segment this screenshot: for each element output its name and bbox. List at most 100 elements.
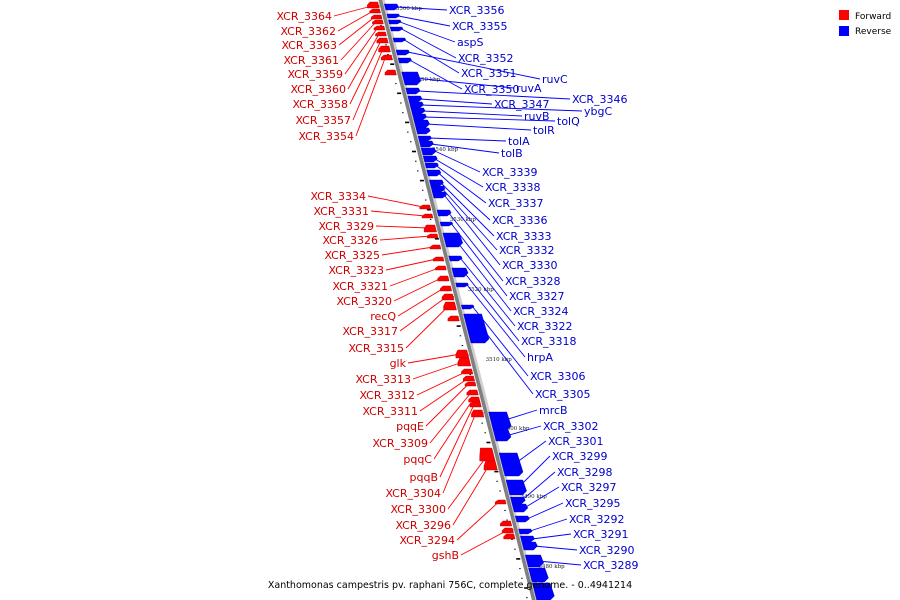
reverse-leader-line (463, 271, 520, 342)
legend-swatch-forward (839, 10, 849, 20)
forward-leader-line (412, 361, 464, 380)
forward-gene-label: XCR_3304 (385, 487, 441, 500)
reverse-leader-line (442, 188, 498, 251)
backbone-shadow (379, 0, 539, 600)
reverse-gene-block (528, 567, 549, 583)
forward-gene-label: XCR_3325 (324, 249, 380, 262)
reverse-gene-block (412, 113, 427, 121)
reverse-gene-label: XCR_3346 (572, 93, 628, 106)
reverse-leader-line (505, 425, 542, 437)
reverse-gene-block (429, 179, 444, 187)
forward-gene-block (500, 520, 513, 527)
tick-label: 3510 kbp (486, 357, 513, 363)
forward-leader-line (452, 464, 490, 526)
forward-gene-label: XCR_3358 (292, 98, 348, 111)
forward-gene-block (455, 349, 470, 359)
reverse-gene-label: XCR_3347 (494, 98, 550, 111)
reverse-leader-line (466, 284, 526, 358)
forward-gene-block (469, 401, 482, 408)
reverse-gene-label: ruvB (524, 110, 550, 123)
reverse-leader-line (432, 149, 481, 173)
reverse-gene-block (401, 71, 422, 86)
reverse-gene-label: XCR_3292 (569, 513, 625, 526)
reverse-leader-line (451, 223, 508, 297)
forward-gene-block (479, 447, 496, 462)
forward-gene-block (421, 213, 434, 219)
reverse-leader-line (431, 143, 500, 154)
forward-gene-label: XCR_3364 (276, 10, 332, 23)
forward-gene-label: XCR_3357 (295, 114, 351, 127)
forward-gene-label: pqqE (396, 420, 424, 433)
tick-label: 3490 kbp (521, 494, 548, 500)
reverse-gene-block (455, 282, 469, 288)
forward-gene-block (375, 31, 387, 37)
forward-leader-line (456, 501, 499, 541)
forward-leader-line (338, 16, 375, 46)
reverse-gene-block (498, 452, 524, 477)
forward-gene-block (429, 244, 442, 250)
reverse-gene-block (409, 101, 424, 109)
reverse-gene-label: XCR_3328 (505, 275, 561, 288)
reverse-gene-block (407, 95, 423, 103)
forward-gene-label: glk (390, 357, 407, 370)
forward-gene-block (423, 224, 437, 233)
forward-leader-line (419, 378, 468, 412)
forward-leader-line (381, 246, 434, 256)
forward-gene-label: XCR_3354 (298, 130, 354, 143)
forward-leader-line (333, 5, 372, 17)
forward-gene-label: XCR_3320 (336, 295, 392, 308)
reverse-gene-block (436, 209, 452, 217)
reverse-gene-label: XCR_3332 (499, 244, 555, 257)
forward-leader-line (370, 210, 426, 217)
reverse-genes (384, 3, 555, 600)
reverse-leader-line (443, 194, 501, 266)
forward-gene-block (468, 396, 481, 403)
reverse-gene-block (510, 496, 526, 505)
reverse-gene-block (419, 140, 434, 148)
reverse-leader-line (398, 15, 451, 27)
reverse-gene-block (532, 582, 555, 600)
tick-label: 3480 kbp (539, 564, 566, 570)
reverse-gene-block (511, 503, 529, 513)
reverse-gene-label: ruvC (542, 73, 568, 86)
genome-backbone (378, 0, 539, 600)
tick-label: 3530 kbp (450, 217, 477, 223)
forward-gene-block (503, 533, 516, 540)
reverse-gene-label: tolB (501, 147, 523, 160)
forward-gene-block (435, 265, 447, 271)
reverse-leader-line (434, 158, 484, 188)
reverse-gene-block (524, 554, 544, 568)
reverse-gene-block (389, 26, 404, 32)
forward-leader-line (425, 383, 469, 427)
forward-gene-label: XCR_3361 (283, 54, 339, 67)
forward-gene-block (419, 204, 431, 210)
forward-leader-line (379, 235, 431, 241)
reverse-gene-label: XCR_3352 (458, 52, 514, 65)
reverse-gene-label: hrpA (527, 351, 553, 364)
forward-gene-block (378, 45, 391, 53)
legend-label-forward: Forward (855, 12, 891, 22)
reverse-gene-label: mrcB (539, 404, 568, 417)
reverse-gene-label: XCR_3339 (482, 166, 538, 179)
reverse-gene-block (448, 255, 463, 262)
reverse-leader-line (459, 257, 516, 327)
reverse-gene-label: XCR_3333 (496, 230, 552, 243)
reverse-leader-line (409, 59, 463, 90)
reverse-leader-line (512, 440, 547, 466)
reverse-leader-line (399, 21, 456, 43)
reverse-leader-line (401, 28, 457, 59)
reverse-leader-line (421, 104, 583, 112)
reverse-gene-block (424, 162, 439, 169)
reverse-gene-label: XCR_3338 (485, 181, 541, 194)
reverse-gene-label: ruvA (516, 82, 542, 95)
tick-label: 3540 kbp (432, 147, 459, 153)
forward-gene-label: gshB (432, 549, 459, 562)
reverse-gene-label: XCR_3355 (452, 20, 508, 33)
forward-gene-label: XCR_3359 (287, 68, 343, 81)
forward-leader-line (397, 287, 445, 317)
reverse-gene-block (461, 304, 475, 310)
reverse-leader-line (537, 560, 582, 566)
forward-gene-block (376, 37, 389, 44)
reverse-gene-block (410, 107, 426, 115)
